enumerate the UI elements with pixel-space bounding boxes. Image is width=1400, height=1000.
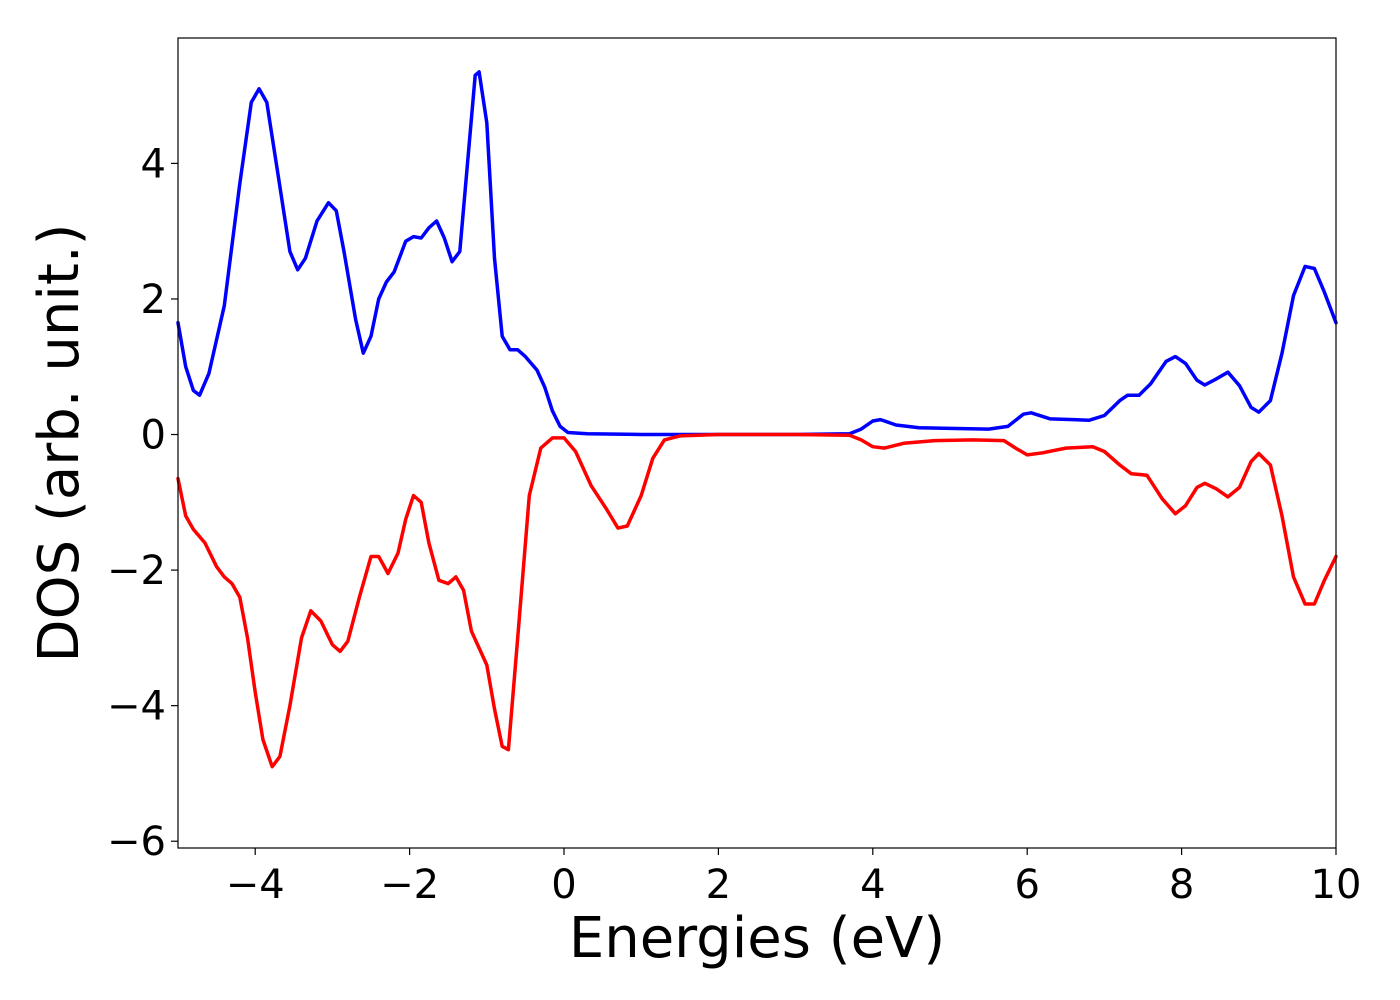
- x-tick-label: 0: [551, 862, 576, 908]
- x-tick-label: 8: [1169, 862, 1194, 908]
- y-tick-label: −6: [107, 819, 166, 865]
- x-axis-label: Energies (eV): [569, 906, 945, 971]
- y-axis-label: DOS (arb. unit.): [27, 223, 92, 662]
- plot-frame: [177, 37, 1337, 849]
- y-tick-label: 0: [141, 413, 166, 459]
- y-tick-label: −2: [107, 548, 166, 594]
- x-axis-ticks: −4 −2 0 2 4 6 8 10: [226, 848, 1362, 908]
- y-tick-label: 4: [141, 141, 166, 187]
- x-tick-label: 10: [1311, 862, 1362, 908]
- x-tick-label: −2: [380, 862, 439, 908]
- x-tick-label: 6: [1014, 862, 1039, 908]
- y-axis-ticks: −6 −4 −2 0 2 4: [107, 141, 178, 865]
- series-line-0: [176, 70, 1338, 437]
- y-tick-label: 2: [141, 277, 166, 323]
- y-tick-label: −4: [107, 684, 166, 730]
- x-tick-label: 2: [706, 862, 731, 908]
- series-layer: [176, 70, 1338, 769]
- x-tick-label: 4: [860, 862, 885, 908]
- x-tick-label: −4: [226, 862, 285, 908]
- series-line-1: [176, 432, 1338, 769]
